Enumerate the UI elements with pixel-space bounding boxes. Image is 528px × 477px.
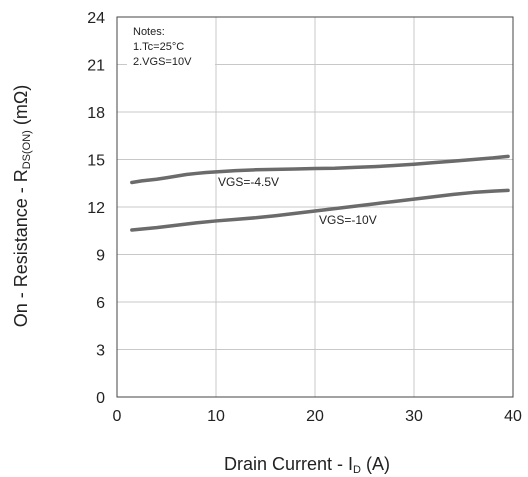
x-tick-20: 20 xyxy=(306,408,324,425)
y-axis-title: On - Resistance - RDS(ON) (mΩ) xyxy=(11,85,33,328)
grid xyxy=(117,17,513,397)
x-tick-0: 0 xyxy=(113,408,122,425)
series-label-vgs-10v: VGS=-10V xyxy=(319,213,377,227)
notes-line-1: Notes: xyxy=(133,26,165,38)
y-tick-18: 18 xyxy=(87,105,105,122)
x-axis-title-subscript: D xyxy=(353,464,361,476)
series-label-vgs-4-5v: VGS=-4.5V xyxy=(218,175,279,189)
series-line-vgs-4-5v xyxy=(132,156,508,182)
y-tick-15: 15 xyxy=(87,153,105,170)
x-axis-title-unit: (A) xyxy=(361,454,390,474)
y-tick-12: 12 xyxy=(87,200,105,217)
y-tick-6: 6 xyxy=(96,295,105,312)
y-axis-title-subscript: DS(ON) xyxy=(21,130,33,169)
y-tick-24: 24 xyxy=(87,10,105,27)
x-axis-title-main: Drain Current - I xyxy=(224,454,353,474)
y-tick-3: 3 xyxy=(96,343,105,360)
x-tick-40: 40 xyxy=(504,408,522,425)
notes-line-3: 2.VGS=10V xyxy=(133,56,192,68)
y-tick-labels: 0 3 6 9 12 15 18 21 24 xyxy=(87,10,105,407)
y-axis-title-unit: (mΩ) xyxy=(11,85,31,130)
y-tick-21: 21 xyxy=(87,58,105,75)
x-tick-labels: 0 10 20 30 40 xyxy=(113,408,522,425)
x-axis-title: Drain Current - ID (A) xyxy=(224,454,390,476)
x-tick-30: 30 xyxy=(405,408,423,425)
x-tick-10: 10 xyxy=(207,408,225,425)
y-tick-0: 0 xyxy=(96,390,105,407)
y-axis-title-main: On - Resistance - R xyxy=(11,169,31,327)
y-tick-9: 9 xyxy=(96,248,105,265)
notes-line-2: 1.Tc=25°C xyxy=(133,41,184,53)
